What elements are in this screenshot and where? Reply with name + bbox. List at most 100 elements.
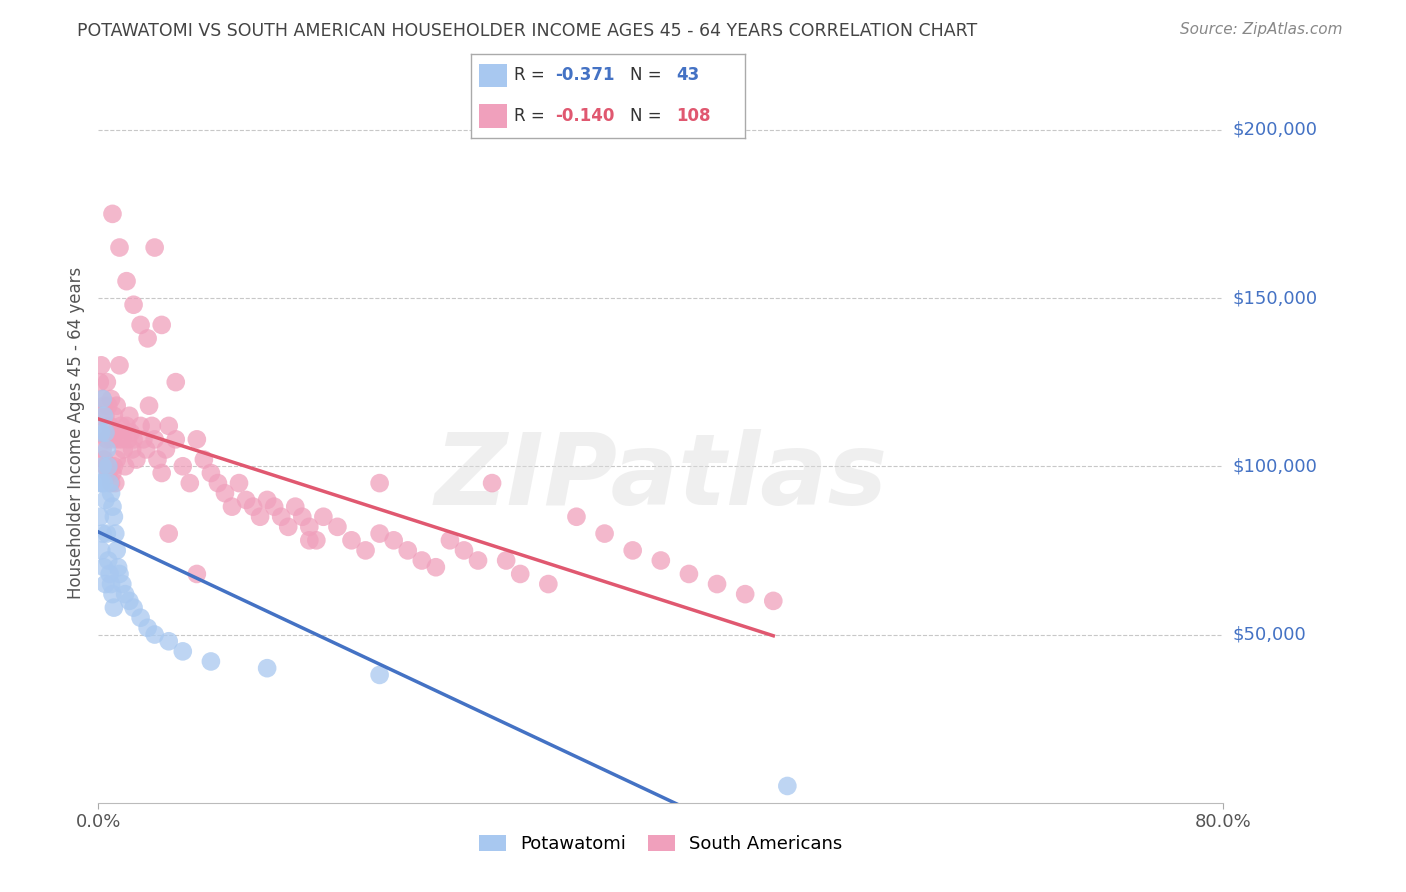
Point	[101, 500, 124, 514]
Point	[228, 476, 250, 491]
Point	[115, 418, 138, 433]
Point	[100, 392, 122, 406]
Point	[150, 318, 173, 332]
Point	[495, 553, 517, 567]
Point	[141, 418, 163, 433]
Text: $50,000: $50,000	[1232, 625, 1306, 643]
Text: 108: 108	[676, 107, 711, 125]
Point	[103, 509, 125, 524]
Point	[157, 418, 180, 433]
Point	[89, 509, 111, 524]
Point	[89, 476, 111, 491]
Point	[256, 492, 278, 507]
Point	[277, 520, 299, 534]
Point	[136, 621, 159, 635]
Point	[214, 486, 236, 500]
Point	[90, 476, 112, 491]
Point	[108, 359, 131, 373]
Point	[121, 442, 143, 457]
Point	[165, 433, 187, 447]
Point	[91, 442, 114, 457]
Point	[340, 533, 363, 548]
Point	[354, 543, 377, 558]
Point	[108, 240, 131, 255]
Point	[146, 452, 169, 467]
Point	[90, 543, 112, 558]
Text: $100,000: $100,000	[1232, 458, 1317, 475]
Point	[186, 433, 208, 447]
Bar	[479, 104, 506, 128]
Point	[94, 409, 117, 423]
Point	[93, 452, 115, 467]
Point	[172, 644, 194, 658]
Point	[101, 433, 124, 447]
Point	[734, 587, 756, 601]
Point	[298, 533, 321, 548]
Point	[150, 466, 173, 480]
Point	[103, 459, 125, 474]
Text: R =: R =	[513, 107, 544, 125]
Point	[97, 399, 120, 413]
Bar	[479, 63, 506, 87]
Point	[155, 442, 177, 457]
Point	[118, 594, 141, 608]
Text: N =: N =	[630, 107, 662, 125]
Point	[143, 627, 166, 641]
Point	[621, 543, 644, 558]
Point	[110, 418, 132, 433]
Point	[114, 459, 136, 474]
Point	[100, 577, 122, 591]
Point	[118, 409, 141, 423]
Point	[200, 466, 222, 480]
Point	[104, 526, 127, 541]
Point	[105, 543, 128, 558]
Point	[97, 466, 120, 480]
Point	[382, 533, 405, 548]
Point	[200, 655, 222, 669]
Point	[89, 375, 111, 389]
Point	[94, 577, 117, 591]
Point	[125, 452, 148, 467]
Point	[132, 433, 155, 447]
Point	[112, 442, 135, 457]
Point	[453, 543, 475, 558]
Point	[143, 433, 166, 447]
Point	[129, 318, 152, 332]
Point	[593, 526, 616, 541]
Point	[104, 476, 127, 491]
Point	[291, 509, 314, 524]
Point	[104, 425, 127, 440]
Point	[107, 560, 129, 574]
Text: N =: N =	[630, 66, 662, 84]
Point	[97, 553, 120, 567]
Text: $150,000: $150,000	[1232, 289, 1317, 307]
Point	[678, 566, 700, 581]
Point	[165, 375, 187, 389]
Point	[89, 425, 111, 440]
Point	[98, 476, 121, 491]
Point	[93, 476, 115, 491]
Point	[157, 634, 180, 648]
Point	[108, 566, 131, 581]
Point	[103, 600, 125, 615]
Point	[221, 500, 243, 514]
Point	[91, 526, 114, 541]
Point	[481, 476, 503, 491]
Point	[103, 409, 125, 423]
Point	[120, 425, 142, 440]
Point	[706, 577, 728, 591]
Text: $200,000: $200,000	[1232, 120, 1317, 139]
Point	[439, 533, 461, 548]
Point	[122, 433, 145, 447]
Point	[179, 476, 201, 491]
Point	[284, 500, 307, 514]
Point	[143, 240, 166, 255]
Text: R =: R =	[513, 66, 544, 84]
Point	[98, 418, 121, 433]
Point	[249, 509, 271, 524]
Point	[90, 425, 112, 440]
Point	[270, 509, 292, 524]
Point	[650, 553, 672, 567]
Point	[565, 509, 588, 524]
Point	[94, 492, 117, 507]
